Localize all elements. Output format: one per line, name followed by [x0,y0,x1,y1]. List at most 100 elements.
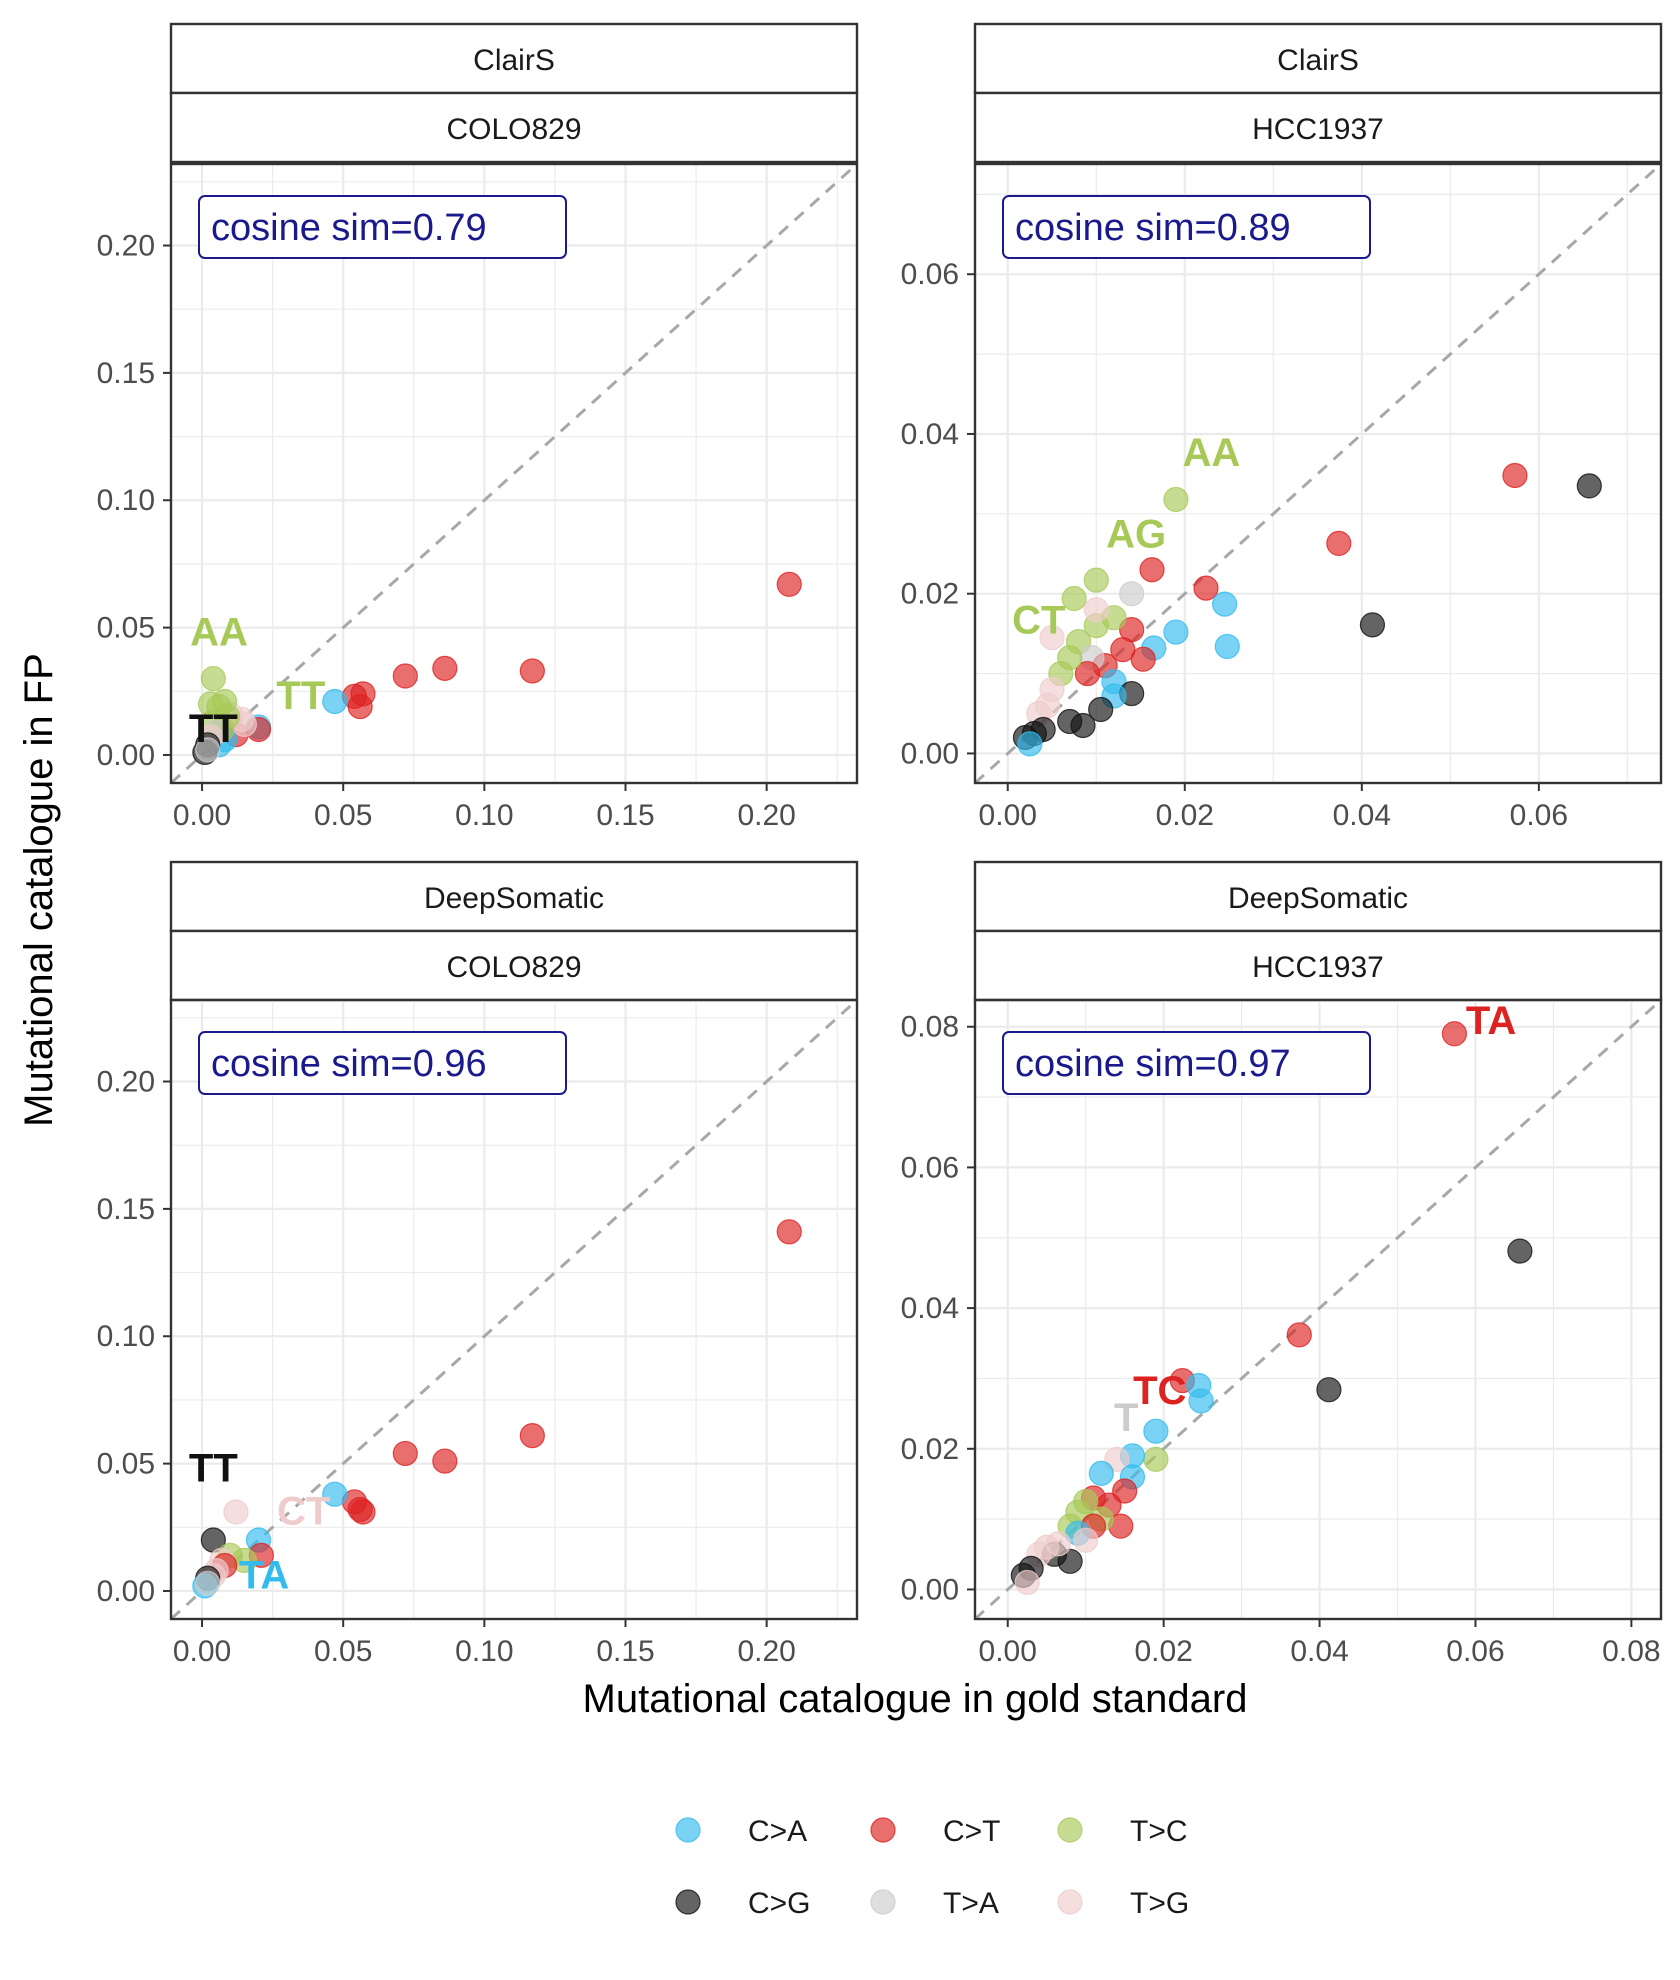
y-axis: 0.00 0.02 0.04 0.06 0.08 [901,1011,975,1606]
strip-bottom-label: HCC1937 [1252,113,1384,146]
legend-label: C>A [748,1815,807,1848]
data-point [1163,619,1189,645]
legend-label: C>G [748,1887,811,1920]
points [1010,1021,1533,1596]
data-point [1193,575,1219,601]
x-tick-label: 0.05 [314,1635,372,1668]
x-tick-label: 0.04 [1290,1635,1348,1668]
x-tick-label: 0.20 [737,1635,795,1668]
legend-key [1057,1889,1083,1915]
strip-top: ClairS [169,22,859,95]
x-tick-label: 0.15 [596,1635,654,1668]
legend-label: T>G [1130,1887,1189,1920]
point-label: TT [276,674,325,718]
x-tick-label: 0.08 [1602,1635,1660,1668]
x-tick-label: 0.20 [737,799,795,832]
strip-top: DeepSomatic [973,860,1663,933]
legend-item: C>A [675,1815,807,1848]
legend-key [1057,1817,1083,1843]
data-point [1119,581,1145,607]
y-axis: 0.00 0.02 0.04 0.06 [901,258,975,770]
points [192,571,802,766]
strip-bottom: HCC1937 [973,929,1663,1002]
y-tick-label: 0.15 [97,1193,155,1226]
data-point [1083,597,1109,623]
data-point [1017,731,1043,757]
x-tick-label: 0.15 [596,799,654,832]
legend-key [675,1889,701,1915]
data-point [223,1499,249,1525]
data-point [1502,462,1528,489]
data-point [1326,530,1352,556]
strip-top-box [169,22,859,95]
point-label: CT [277,1490,330,1534]
data-point [1130,646,1156,672]
data-point [1083,567,1109,593]
point-label: TC [1133,1369,1186,1413]
y-axis-title: Mutational catalogue in FP [17,653,61,1127]
data-point [1163,486,1189,513]
x-tick-label: 0.00 [173,799,231,832]
identity-reference-line [171,1000,857,1619]
strip-top: ClairS [973,22,1663,95]
data-point [1088,1460,1114,1486]
strip-bottom-box [169,91,859,164]
strip-top-label: DeepSomatic [424,882,604,915]
panel-border [169,162,859,785]
data-point [1045,1531,1072,1557]
data-point [1014,1569,1040,1596]
strip-top: DeepSomatic [169,860,859,933]
point-label: TT [189,707,238,751]
y-tick-label: 0.20 [97,1066,155,1099]
data-point [519,658,545,684]
annotation-box [198,1031,567,1095]
data-point [432,1448,458,1474]
data-point [432,655,458,681]
cosine-annotation: cosine sim=0.89 [1002,195,1371,259]
x-tick-label: 0.02 [1134,1635,1192,1668]
legend-item: T>G [1057,1887,1189,1920]
data-point [322,1481,348,1507]
data-point [1057,708,1083,735]
legend-item: T>C [1057,1815,1188,1848]
cosine-annotation: cosine sim=0.96 [198,1031,567,1095]
x-tick-label: 0.04 [1333,799,1391,832]
panel-border [973,998,1663,1621]
data-point [1110,637,1136,663]
x-tick-label: 0.00 [979,1635,1037,1668]
point-label: TT [189,1446,238,1490]
x-axis: 0.00 0.02 0.04 0.06 [979,783,1568,832]
x-tick-label: 0.00 [173,1635,231,1668]
x-tick-label: 0.00 [979,799,1037,832]
gridlines [171,1000,857,1619]
data-point [1061,585,1087,612]
x-tick-label: 0.06 [1510,799,1568,832]
data-point [392,663,418,689]
data-point [1073,1527,1099,1553]
cosine-annotation: cosine sim=0.79 [198,195,567,259]
y-tick-label: 0.00 [901,737,959,770]
y-tick-label: 0.05 [97,1448,155,1481]
x-tick-label: 0.10 [455,1635,513,1668]
annotation-label: cosine sim=0.79 [211,207,487,249]
point-label: AG [1106,512,1166,556]
strip-bottom-box [973,929,1663,1002]
data-point [1143,1418,1169,1444]
data-point [1576,473,1602,499]
data-point [1441,1021,1468,1047]
data-point [1359,612,1386,638]
y-tick-label: 0.10 [97,1320,155,1353]
points [192,1219,802,1599]
legend-item: C>T [870,1815,1001,1848]
legend-item: C>G [675,1887,811,1920]
panel-border [973,162,1663,785]
legend-item: T>A [870,1887,999,1920]
data-point [1212,591,1238,617]
y-tick-label: 0.02 [901,1433,959,1466]
data-point [195,1570,221,1596]
x-tick-label: 0.02 [1156,799,1214,832]
annotation-box [1002,195,1371,259]
